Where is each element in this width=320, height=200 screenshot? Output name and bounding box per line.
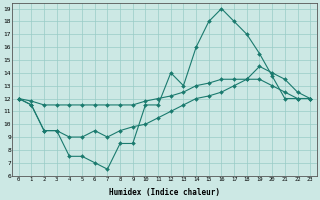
X-axis label: Humidex (Indice chaleur): Humidex (Indice chaleur) bbox=[109, 188, 220, 197]
